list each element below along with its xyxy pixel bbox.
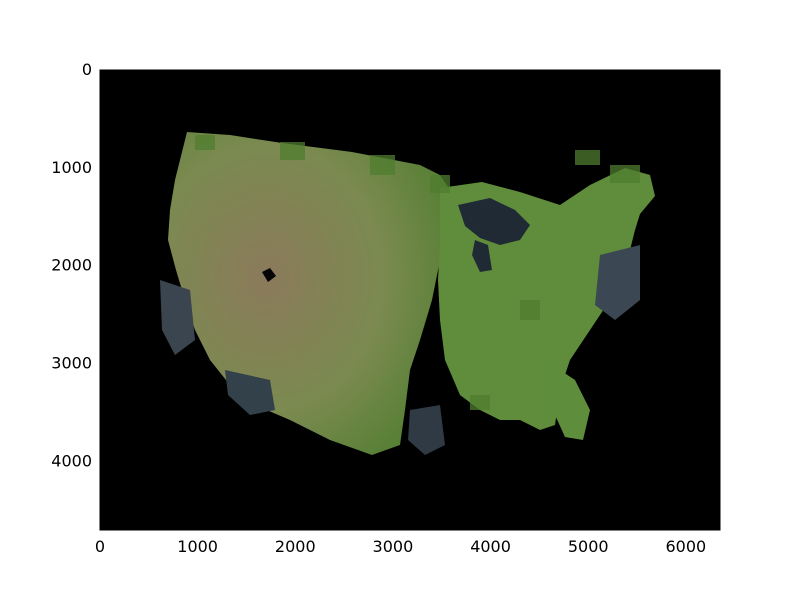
y-tick-label: 3000 [51, 354, 92, 373]
y-tick-label: 4000 [51, 451, 92, 470]
mosaic-tiles [195, 135, 640, 410]
great-salt-lake [262, 268, 276, 282]
satellite-mosaic [160, 132, 655, 455]
y-tick-label: 0 [82, 60, 92, 79]
x-tick-label: 5000 [568, 537, 609, 556]
gulf-tiles [408, 405, 445, 455]
x-tick-label: 2000 [275, 537, 316, 556]
x-tick-label: 1000 [177, 537, 218, 556]
southern-tiles [225, 370, 275, 415]
x-tick-label: 4000 [470, 537, 511, 556]
east-coast-tiles [595, 245, 640, 320]
y-tick-label: 2000 [51, 256, 92, 275]
great-lakes [458, 198, 530, 245]
x-axis: 0 1000 2000 3000 4000 5000 6000 [95, 70, 706, 556]
x-tick-label: 3000 [373, 537, 414, 556]
x-tick-label: 0 [95, 537, 105, 556]
florida [545, 360, 590, 440]
west-coast-tiles [160, 280, 195, 355]
y-tick-label: 1000 [51, 158, 92, 177]
x-tick-label: 6000 [665, 537, 706, 556]
y-axis: 0 1000 2000 3000 4000 [51, 60, 720, 470]
lake-michigan [472, 240, 492, 272]
axes-frame [99, 69, 721, 531]
